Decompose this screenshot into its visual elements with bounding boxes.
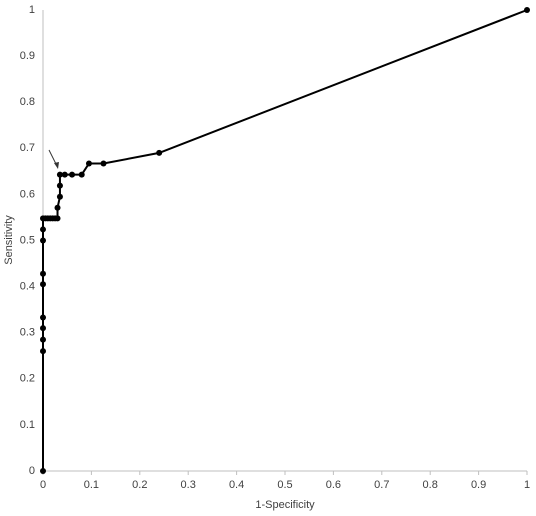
- x-tick-label: 0.2: [132, 479, 147, 491]
- y-tick-label: 1: [29, 4, 35, 16]
- x-tick-label: 0: [40, 479, 46, 491]
- y-tick-label: 0.1: [20, 419, 35, 431]
- x-tick-label: 0.7: [374, 479, 389, 491]
- data-point: [56, 182, 63, 189]
- data-point: [40, 226, 46, 233]
- y-tick-label: 0: [29, 465, 35, 477]
- x-tick-label: 0.3: [181, 479, 196, 491]
- data-point: [40, 314, 46, 321]
- data-point: [156, 149, 163, 156]
- x-tick-label: 0.9: [471, 479, 486, 491]
- y-tick-label: 0.8: [20, 96, 35, 108]
- x-axis-label: 1-Specificity: [255, 499, 315, 511]
- annotation-arrowhead: [54, 162, 59, 169]
- data-point: [40, 325, 46, 332]
- data-point: [56, 193, 63, 200]
- y-tick-label: 0.3: [20, 327, 35, 339]
- data-point: [85, 160, 92, 167]
- x-tick-label: 0.6: [326, 479, 341, 491]
- data-point: [40, 270, 46, 277]
- data-point: [40, 336, 46, 343]
- y-tick-label: 0.9: [20, 50, 35, 62]
- y-tick-label: 0.4: [20, 281, 35, 293]
- data-point: [69, 171, 76, 178]
- x-tick-label: 0.4: [229, 479, 244, 491]
- data-point: [54, 215, 61, 222]
- data-point: [100, 160, 107, 167]
- data-point: [524, 7, 530, 13]
- y-tick-label: 0.7: [20, 142, 35, 154]
- data-point: [40, 237, 46, 244]
- data-point: [40, 281, 46, 288]
- y-axis-label: Sensitivity: [3, 215, 15, 265]
- y-tick-label: 0.6: [20, 188, 35, 200]
- x-tick-label: 0.8: [423, 479, 438, 491]
- data-point: [40, 348, 46, 355]
- data-point: [78, 171, 85, 178]
- data-point: [40, 468, 46, 474]
- x-tick-label: 0.5: [277, 479, 292, 491]
- x-tick-label: 1: [524, 479, 530, 491]
- data-point: [56, 171, 63, 178]
- y-tick-label: 0.5: [20, 234, 35, 246]
- roc-line: [42, 9, 528, 471]
- x-tick-label: 0.1: [84, 479, 99, 491]
- y-tick-label: 0.2: [20, 373, 35, 385]
- data-point: [54, 204, 61, 211]
- data-point: [61, 171, 68, 178]
